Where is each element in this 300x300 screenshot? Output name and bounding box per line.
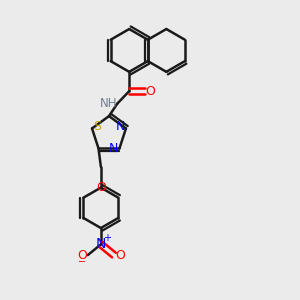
Text: O: O (77, 249, 87, 262)
Text: +: + (103, 233, 111, 243)
Text: −: − (78, 256, 86, 267)
Text: S: S (93, 120, 101, 133)
Text: O: O (146, 85, 155, 98)
Text: O: O (96, 181, 106, 194)
Text: N: N (109, 142, 118, 155)
Text: O: O (115, 249, 125, 262)
Text: N: N (115, 121, 125, 134)
Text: N: N (96, 237, 106, 251)
Text: NH: NH (100, 97, 118, 110)
